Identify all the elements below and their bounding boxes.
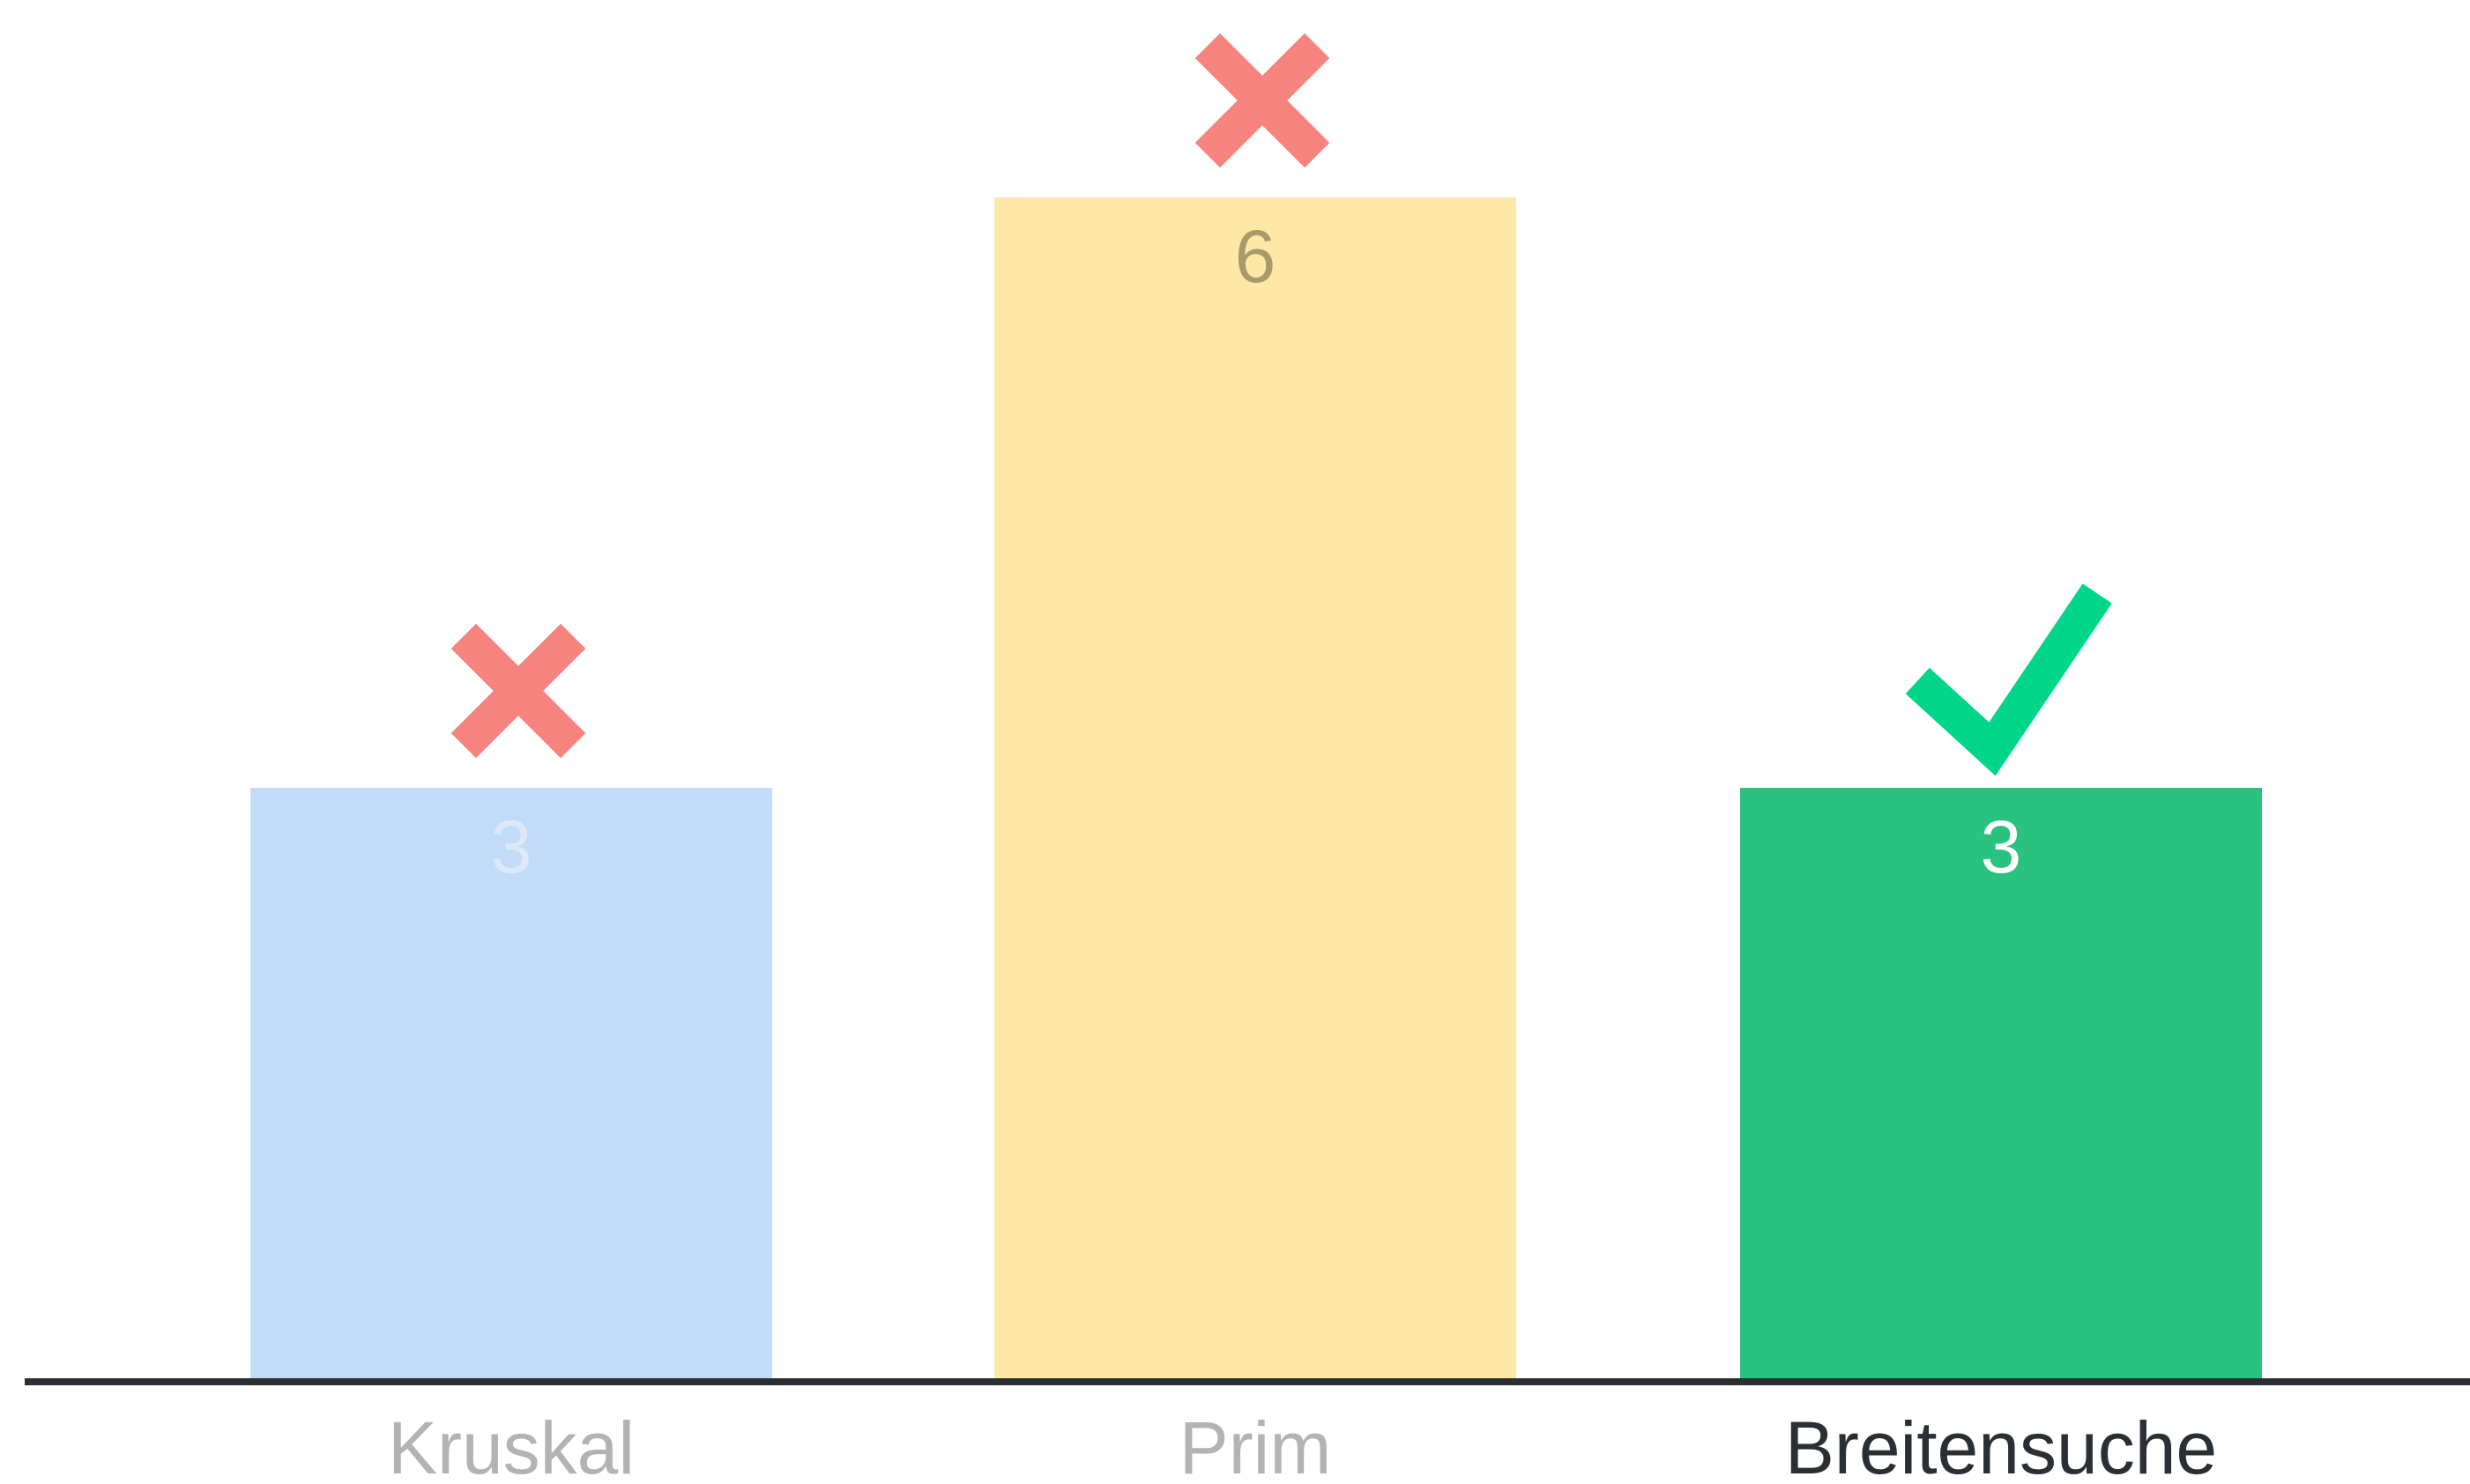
bar-kruskal	[250, 788, 772, 1378]
bars-layer: 3 6 3	[250, 197, 2262, 1378]
markers-layer	[450, 33, 2112, 776]
category-label-breitensuche: Breitensuche	[1785, 1406, 2217, 1484]
category-label-prim: Prim	[1179, 1406, 1332, 1484]
bar-prim	[994, 197, 1516, 1378]
bar-value-prim: 6	[1235, 215, 1276, 298]
check-icon	[1905, 583, 2112, 776]
cross-icon	[450, 623, 586, 759]
bar-value-breitensuche: 3	[1981, 805, 2022, 888]
cross-icon	[1194, 33, 1330, 168]
labels-layer: Kruskal Prim Breitensuche	[388, 1406, 2217, 1484]
category-label-kruskal: Kruskal	[388, 1406, 635, 1484]
bar-breitensuche	[1740, 788, 2262, 1378]
bar-value-kruskal: 3	[491, 805, 532, 888]
